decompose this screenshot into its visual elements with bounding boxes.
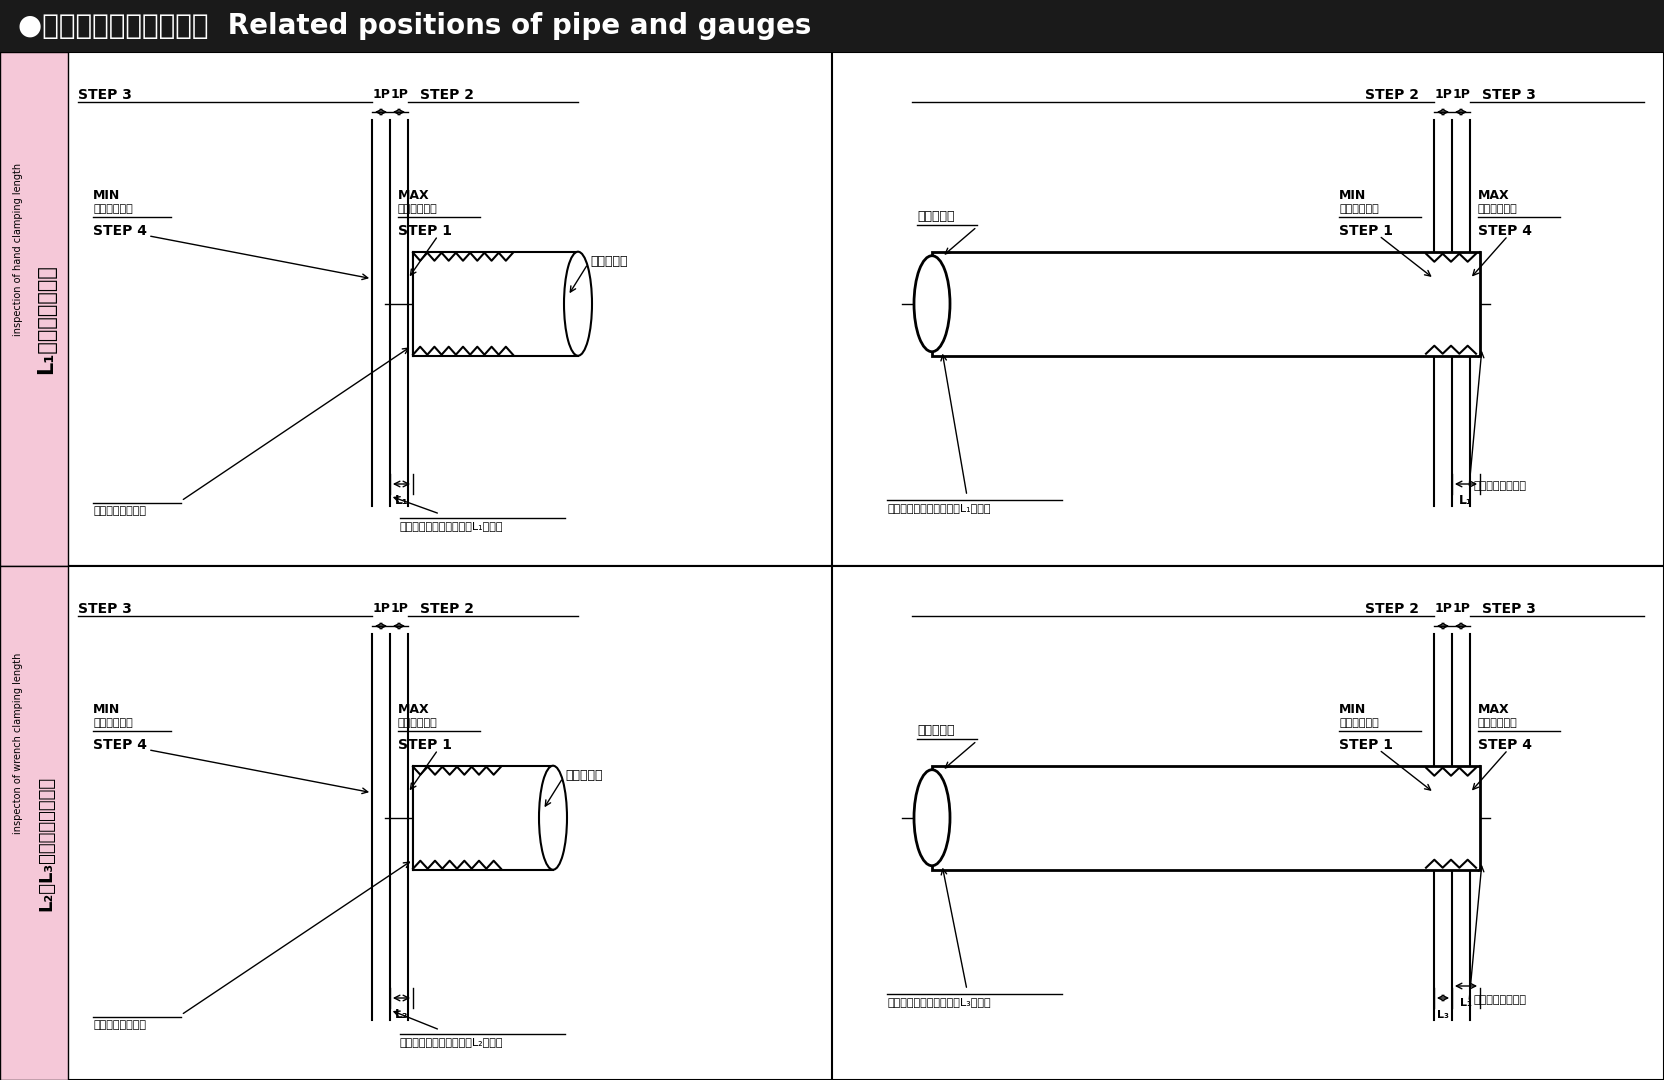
Ellipse shape [539, 766, 567, 869]
Text: STEP 1: STEP 1 [1340, 224, 1393, 238]
Text: 最大限界位置: 最大限界位置 [1478, 204, 1518, 214]
Text: 1P: 1P [389, 602, 408, 615]
Text: 1P: 1P [373, 602, 389, 615]
Text: STEP 4: STEP 4 [93, 738, 146, 752]
Text: 1P: 1P [1453, 87, 1469, 102]
Text: テーパねじリングゲージL₁小端面: テーパねじリングゲージL₁小端面 [887, 503, 990, 513]
Text: 1P: 1P [389, 87, 408, 102]
Text: テーパねじリングゲージL₂大端面: テーパねじリングゲージL₂大端面 [399, 1037, 504, 1047]
Text: めねじ製品: めねじ製品 [917, 725, 955, 738]
Bar [413, 252, 577, 355]
Text: STEP 4: STEP 4 [1478, 738, 1533, 752]
Text: STEP 3: STEP 3 [78, 87, 131, 102]
Text: STEP 2: STEP 2 [419, 87, 474, 102]
Text: MIN: MIN [93, 189, 120, 202]
Text: STEP 1: STEP 1 [1340, 738, 1393, 752]
Text: MIN: MIN [93, 703, 120, 716]
Text: STEP 4: STEP 4 [93, 224, 146, 238]
Text: 最大限界位置: 最大限界位置 [398, 718, 438, 728]
Text: MIN: MIN [1340, 703, 1366, 716]
Text: inspection of hand clamping length: inspection of hand clamping length [13, 162, 23, 336]
Text: おねじ製品の端面: おねじ製品の端面 [93, 1020, 146, 1030]
Text: 最小限界位置: 最小限界位置 [93, 204, 133, 214]
Bar [0, 52, 68, 566]
Text: L₂: L₂ [394, 1009, 408, 1022]
Text: MAX: MAX [1478, 703, 1509, 716]
Text: テーパねじリングゲージL₁大端面: テーパねじリングゲージL₁大端面 [399, 521, 504, 531]
Text: おねじ製品: おねじ製品 [591, 255, 627, 268]
Text: L₃: L₃ [1438, 1010, 1449, 1020]
Text: テーパねじリングゲージL₃小端面: テーパねじリングゲージL₃小端面 [887, 997, 990, 1007]
Text: めねじ製品の端面: めねじ製品の端面 [1474, 481, 1528, 491]
Text: 最小限界位置: 最小限界位置 [1340, 204, 1379, 214]
Text: 最小限界位置: 最小限界位置 [1340, 718, 1379, 728]
Text: STEP 2: STEP 2 [1364, 602, 1419, 616]
Bar [932, 766, 1479, 869]
Bar [0, 566, 68, 1080]
Ellipse shape [914, 770, 950, 866]
Text: STEP 1: STEP 1 [398, 738, 453, 752]
Ellipse shape [564, 252, 592, 355]
Text: めねじ製品の端面: めねじ製品の端面 [1474, 995, 1528, 1005]
Text: 最大限界位置: 最大限界位置 [398, 204, 438, 214]
Text: inspecton of wrench clamping length: inspecton of wrench clamping length [13, 652, 23, 834]
Text: 最大限界位置: 最大限界位置 [1478, 718, 1518, 728]
Text: ●管とゲージとの関係図  Related positions of pipe and gauges: ●管とゲージとの関係図 Related positions of pipe an… [18, 12, 812, 40]
Bar [413, 766, 552, 869]
Text: 最小限界位置: 最小限界位置 [93, 718, 133, 728]
Text: STEP 2: STEP 2 [1364, 87, 1419, 102]
Text: STEP 3: STEP 3 [78, 602, 131, 616]
Bar [932, 252, 1479, 355]
Text: STEP 3: STEP 3 [1483, 602, 1536, 616]
Bar [0, 566, 1664, 1080]
Text: STEP 1: STEP 1 [398, 224, 453, 238]
Text: L₁: L₁ [394, 495, 408, 508]
Text: L₁: L₁ [1459, 998, 1473, 1008]
Text: MIN: MIN [1340, 189, 1366, 202]
Text: おねじ製品の端面: おねじ製品の端面 [93, 507, 146, 516]
Text: STEP 4: STEP 4 [1478, 224, 1533, 238]
Text: めねじ製品: めねじ製品 [917, 211, 955, 224]
Text: 1P: 1P [1453, 602, 1469, 615]
Text: 1P: 1P [373, 87, 389, 102]
Text: STEP 2: STEP 2 [419, 602, 474, 616]
Text: 1P: 1P [1434, 87, 1453, 102]
Text: L₂・L₃（機械締め範囲）: L₂・L₃（機械締め範囲） [37, 775, 55, 910]
Text: 1P: 1P [1434, 602, 1453, 615]
Text: L₁（手締め範囲）: L₁（手締め範囲） [37, 265, 57, 374]
Text: STEP 3: STEP 3 [1483, 87, 1536, 102]
Text: おねじ製品: おねじ製品 [566, 769, 602, 782]
Bar [0, 52, 1664, 566]
Text: MAX: MAX [398, 189, 429, 202]
Text: L₁: L₁ [1459, 495, 1473, 508]
Bar [0, 0, 1664, 52]
Text: MAX: MAX [1478, 189, 1509, 202]
Ellipse shape [914, 256, 950, 352]
Text: MAX: MAX [398, 703, 429, 716]
